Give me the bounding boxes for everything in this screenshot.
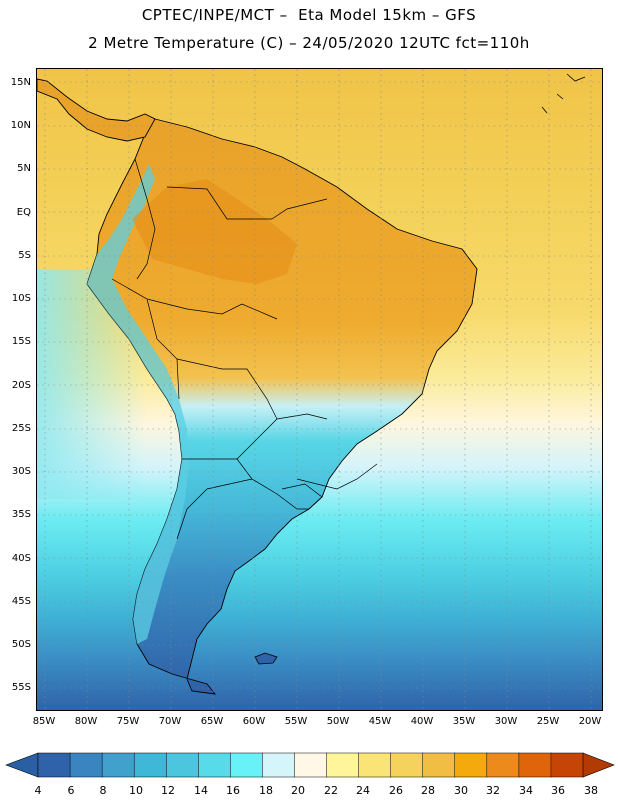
lat-label-15s: 15S (11, 336, 31, 347)
lon-label-40w: 40W (410, 716, 434, 727)
lat-label-30s: 30S (11, 466, 31, 477)
lat-label-45s: 45S (11, 596, 31, 607)
lon-label-45w: 45W (368, 716, 392, 727)
colorbar-cell (230, 752, 264, 778)
colorbar-label-28: 28 (421, 784, 435, 797)
colorbar-cell (165, 752, 199, 778)
lon-label-85w: 85W (32, 716, 56, 727)
caribbean-islands (541, 73, 586, 114)
colorbar-cell (454, 752, 488, 778)
colorbar-label-4: 4 (34, 784, 42, 797)
lat-label-15n: 15N (10, 77, 31, 88)
country-borders (111, 158, 378, 540)
lon-label-75w: 75W (116, 716, 140, 727)
map-title-source: CPTEC/INPE/MCT – Eta Model 15km – GFS (141, 6, 477, 24)
colorbar-cell (390, 752, 424, 778)
lon-label-80w: 80W (74, 716, 98, 727)
lon-label-35w: 35W (452, 716, 476, 727)
colorbar-label-24: 24 (356, 784, 370, 797)
colorbar-label-30: 30 (454, 784, 468, 797)
colorbar-cell (486, 752, 520, 778)
lon-label-60w: 60W (242, 716, 266, 727)
lat-label-5n: 5N (17, 163, 31, 174)
colorbar-label-38: 38 (584, 784, 598, 797)
colorbar-cell (69, 752, 103, 778)
colorbar-cell (518, 752, 552, 778)
lon-label-55w: 55W (284, 716, 308, 727)
colorbar-cell (101, 752, 135, 778)
lat-label-50s: 50S (11, 639, 31, 650)
andes-cool-strip (87, 164, 189, 644)
colorbar-label-16: 16 (226, 784, 240, 797)
lat-label-25s: 25S (11, 423, 31, 434)
colorbar-label-10: 10 (129, 784, 143, 797)
colorbar-label-26: 26 (389, 784, 403, 797)
colorbar-cell (550, 752, 584, 778)
lat-label-10n: 10N (10, 120, 31, 131)
lon-label-30w: 30W (494, 716, 518, 727)
colorbar-cell (37, 752, 71, 778)
colorbar-cell (262, 752, 296, 778)
lon-label-50w: 50W (326, 716, 350, 727)
lat-label-eq: EQ (16, 207, 31, 218)
falkland-islands (254, 652, 278, 665)
amazon-hot-region (132, 179, 297, 284)
colorbar-low-arrow (5, 752, 39, 778)
lat-label-20s: 20S (11, 380, 31, 391)
colorbar-label-8: 8 (99, 784, 107, 797)
colorbar-label-22: 22 (324, 784, 338, 797)
lon-label-25w: 25W (536, 716, 560, 727)
lon-label-65w: 65W (200, 716, 224, 727)
colorbar-cell (198, 752, 231, 778)
colorbar (5, 752, 615, 778)
lon-label-70w: 70W (158, 716, 182, 727)
lat-label-5s: 5S (18, 250, 31, 261)
colorbar-cell (422, 752, 456, 778)
lat-label-55s: 55S (11, 682, 31, 693)
lat-label-10s: 10S (11, 293, 31, 304)
colorbar-label-20: 20 (291, 784, 305, 797)
map-title-variable: 2 Metre Temperature (C) – 24/05/2020 12U… (88, 34, 530, 52)
colorbar-cell (133, 752, 167, 778)
colorbar-cells (37, 752, 584, 778)
colorbar-label-14: 14 (194, 784, 208, 797)
temperature-map[interactable] (36, 68, 603, 711)
lat-label-35s: 35S (11, 509, 31, 520)
lat-label-40s: 40S (11, 553, 31, 564)
central-america-landmass (37, 78, 156, 142)
graticule (37, 69, 602, 710)
lon-label-20w: 20W (578, 716, 602, 727)
colorbar-label-34: 34 (519, 784, 533, 797)
colorbar-label-6: 6 (67, 784, 75, 797)
colorbar-label-12: 12 (161, 784, 175, 797)
colorbar-label-18: 18 (259, 784, 273, 797)
colorbar-label-32: 32 (486, 784, 500, 797)
colorbar-cell (326, 752, 360, 778)
map-canvas (37, 69, 602, 710)
colorbar-cell (294, 752, 328, 778)
colorbar-label-36: 36 (551, 784, 565, 797)
colorbar-cell (358, 752, 392, 778)
colorbar-high-arrow (582, 752, 615, 778)
